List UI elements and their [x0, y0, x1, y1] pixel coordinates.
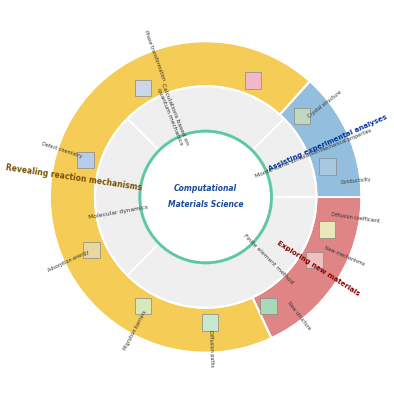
Circle shape	[140, 131, 271, 263]
Bar	[202, 314, 218, 331]
Text: Diffusion coefficient: Diffusion coefficient	[331, 212, 380, 224]
Bar	[260, 297, 277, 314]
Text: Monte Carlo simulation: Monte Carlo simulation	[254, 149, 321, 179]
Polygon shape	[50, 41, 310, 353]
Text: Conductivity: Conductivity	[340, 177, 372, 185]
Text: Crystal structure: Crystal structure	[307, 89, 342, 119]
Text: Molecular dynamics: Molecular dynamics	[89, 204, 149, 220]
Bar	[306, 252, 323, 268]
Bar	[294, 108, 310, 125]
Text: Materials Science: Materials Science	[168, 200, 243, 209]
Polygon shape	[95, 86, 316, 308]
Text: Mechanical properties: Mechanical properties	[320, 128, 372, 153]
Text: Defect chemistry: Defect chemistry	[41, 141, 83, 159]
Bar	[77, 152, 94, 169]
Bar	[319, 221, 335, 238]
Text: Assisting experimental analyses: Assisting experimental analyses	[267, 114, 388, 172]
Text: Calculations based on
quantum mechanics: Calculations based on quantum mechanics	[155, 82, 190, 148]
Bar	[135, 297, 151, 314]
Text: New mechanisms: New mechanisms	[324, 245, 366, 267]
Polygon shape	[280, 81, 361, 197]
Text: Phase transformation: Phase transformation	[143, 29, 165, 81]
Text: Finite element method: Finite element method	[242, 233, 294, 286]
Bar	[320, 158, 336, 175]
Text: Computational: Computational	[174, 184, 237, 193]
Text: Diffusion paths: Diffusion paths	[208, 329, 214, 367]
Bar	[84, 242, 100, 258]
Text: Exploring new materials: Exploring new materials	[276, 240, 361, 297]
Polygon shape	[33, 25, 378, 369]
Polygon shape	[253, 197, 361, 338]
Bar	[245, 72, 261, 89]
Text: Migration barriers: Migration barriers	[122, 310, 147, 351]
Bar	[135, 80, 151, 97]
Text: Revealing reaction mechanisms: Revealing reaction mechanisms	[5, 163, 143, 192]
Text: New structure: New structure	[286, 301, 311, 331]
Text: Adsorption energy: Adsorption energy	[47, 249, 90, 273]
